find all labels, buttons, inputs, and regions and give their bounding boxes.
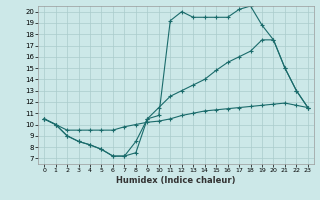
X-axis label: Humidex (Indice chaleur): Humidex (Indice chaleur) [116,176,236,185]
